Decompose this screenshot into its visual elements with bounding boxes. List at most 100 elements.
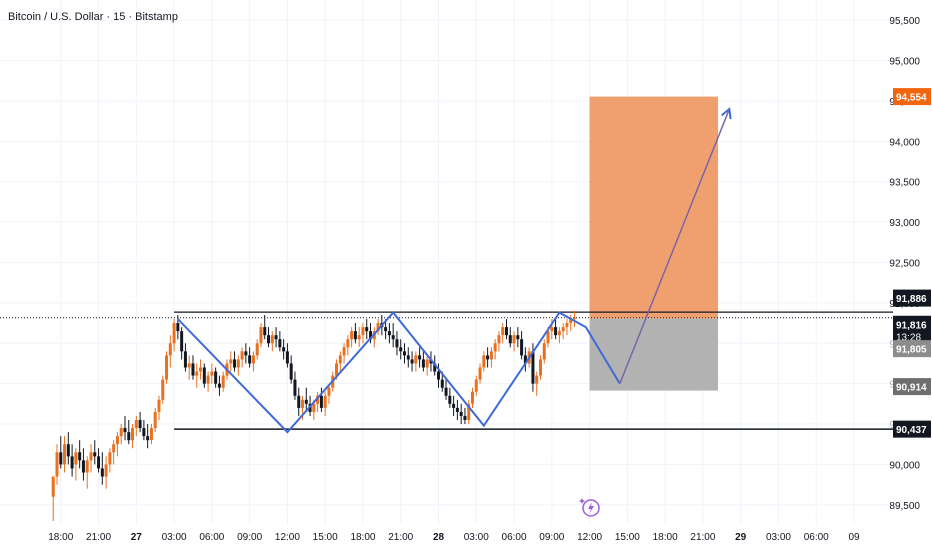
candle-body <box>289 363 293 380</box>
candle-body <box>335 363 339 376</box>
candle-body <box>115 436 119 445</box>
candle-body <box>191 363 195 376</box>
price-label: 91,886 <box>893 289 931 307</box>
y-tick-label: 92,500 <box>889 259 920 270</box>
pattern-drawing[interactable] <box>177 107 732 434</box>
candle-body <box>217 383 221 388</box>
candle-body <box>319 395 323 408</box>
x-tick-label: 09:00 <box>539 532 564 543</box>
price-label-bg <box>893 88 931 106</box>
candle-body <box>293 379 297 396</box>
candle-body <box>538 359 542 376</box>
candle-body <box>70 456 74 469</box>
candle-body <box>557 331 561 336</box>
pattern-zigzag-line[interactable] <box>177 311 621 434</box>
candle <box>93 440 97 465</box>
candle-body <box>365 327 369 332</box>
price-label: 94,554 <box>893 88 931 106</box>
candle-body <box>127 432 131 441</box>
candle <box>270 331 274 352</box>
candle-body <box>282 347 286 352</box>
candle <box>353 323 357 344</box>
x-tick-label: 21:00 <box>86 532 111 543</box>
icons[interactable] <box>579 498 600 517</box>
candle-body <box>142 428 146 437</box>
candle <box>59 436 63 469</box>
candle <box>112 440 116 465</box>
candle-body <box>384 327 388 332</box>
x-tick-label: 21:00 <box>690 532 715 543</box>
horizontal-levels[interactable] <box>0 311 893 430</box>
candle <box>248 347 252 368</box>
candle <box>202 363 206 388</box>
candle <box>572 310 576 328</box>
candle <box>508 327 512 348</box>
candle-body <box>327 387 331 396</box>
candle <box>319 387 323 412</box>
candle <box>391 323 395 348</box>
candle-body <box>233 359 237 368</box>
target-zone[interactable] <box>589 96 719 319</box>
candle-body <box>467 403 471 420</box>
candle <box>263 315 267 340</box>
candle <box>357 327 361 348</box>
candle-body <box>520 339 524 356</box>
candle <box>89 444 93 473</box>
candle-body <box>85 460 89 473</box>
candle <box>403 343 407 364</box>
candle <box>172 319 176 352</box>
long-position-tool[interactable] <box>589 96 719 391</box>
projection-line[interactable] <box>619 108 731 384</box>
stop-zone[interactable] <box>589 318 719 391</box>
candle <box>199 359 203 380</box>
candle <box>452 395 456 416</box>
candle <box>108 448 112 473</box>
candle <box>85 456 89 489</box>
candle <box>81 448 85 481</box>
candle <box>565 319 569 336</box>
candle-body <box>221 375 225 388</box>
candle <box>561 323 565 340</box>
candle-body <box>112 444 116 453</box>
candle-body <box>523 355 527 364</box>
candle <box>217 375 221 396</box>
candle-body <box>74 452 78 465</box>
candle-body <box>59 452 63 465</box>
countdown-text: 13:28 <box>896 333 921 344</box>
candle <box>414 351 418 372</box>
candle-body <box>312 403 316 412</box>
x-tick-label: 03:00 <box>162 532 187 543</box>
candle <box>444 379 448 400</box>
candle-body <box>149 428 153 441</box>
x-tick-label: 06:00 <box>502 532 527 543</box>
candle <box>74 448 78 481</box>
candle <box>542 339 546 364</box>
candle <box>55 444 59 485</box>
candle-body <box>501 327 505 336</box>
price-label-bg <box>893 420 931 438</box>
candle-body <box>369 331 373 340</box>
candle <box>183 343 187 372</box>
candle <box>165 351 169 384</box>
x-tick-label: 18:00 <box>653 532 678 543</box>
candle <box>119 424 123 445</box>
candle-body <box>414 355 418 364</box>
candle-body <box>301 399 305 408</box>
candle <box>323 391 327 416</box>
candle <box>459 403 463 425</box>
candle-body <box>78 452 82 461</box>
candle <box>399 339 403 360</box>
candle-body <box>138 420 142 429</box>
candle-body <box>387 331 391 336</box>
x-tick-label: 18:00 <box>350 532 375 543</box>
candle <box>229 351 233 372</box>
time-axis[interactable]: 18:00 21:00 27 03:00 06:00 09:00 12:00 15:00 18:… <box>48 532 860 543</box>
candle <box>504 319 508 340</box>
candle <box>482 351 486 372</box>
candle-body <box>361 327 365 336</box>
candle-body <box>512 335 516 344</box>
price-label-text: 90,914 <box>896 383 927 394</box>
candle <box>520 331 524 360</box>
lightning-icon[interactable] <box>579 498 600 517</box>
